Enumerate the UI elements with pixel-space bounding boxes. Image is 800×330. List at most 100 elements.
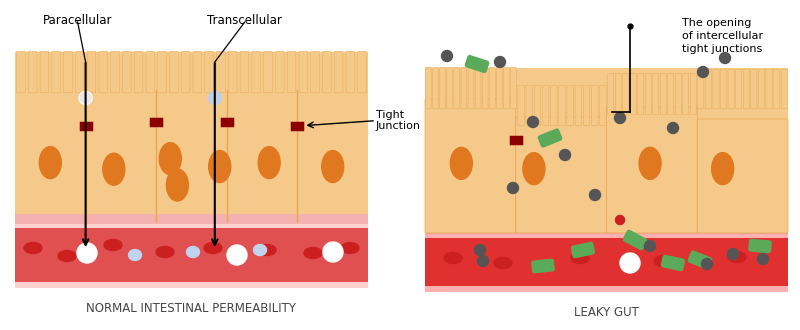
- Ellipse shape: [304, 248, 322, 258]
- FancyBboxPatch shape: [134, 51, 143, 93]
- FancyBboxPatch shape: [622, 230, 647, 250]
- FancyBboxPatch shape: [538, 128, 562, 148]
- FancyBboxPatch shape: [193, 51, 202, 93]
- Ellipse shape: [103, 153, 125, 185]
- Ellipse shape: [104, 240, 122, 250]
- Bar: [15, 222, 368, 288]
- Bar: [15, 282, 368, 288]
- Ellipse shape: [719, 52, 730, 63]
- FancyBboxPatch shape: [217, 51, 226, 93]
- FancyBboxPatch shape: [40, 51, 49, 93]
- Text: Transcellular: Transcellular: [207, 14, 282, 26]
- FancyBboxPatch shape: [630, 73, 636, 115]
- FancyBboxPatch shape: [205, 51, 214, 93]
- FancyBboxPatch shape: [17, 51, 26, 93]
- Bar: [425, 68, 788, 232]
- FancyBboxPatch shape: [606, 107, 698, 233]
- Text: Tight
Junction: Tight Junction: [376, 110, 421, 131]
- FancyBboxPatch shape: [454, 67, 460, 109]
- Bar: [15, 214, 368, 224]
- Bar: [425, 286, 788, 292]
- FancyBboxPatch shape: [465, 55, 490, 73]
- FancyBboxPatch shape: [550, 85, 557, 126]
- FancyBboxPatch shape: [299, 51, 308, 93]
- Ellipse shape: [258, 147, 280, 179]
- FancyBboxPatch shape: [615, 73, 622, 115]
- FancyBboxPatch shape: [468, 67, 474, 109]
- Bar: [425, 170, 788, 232]
- Ellipse shape: [204, 243, 222, 253]
- FancyBboxPatch shape: [575, 85, 582, 126]
- FancyBboxPatch shape: [653, 73, 659, 115]
- FancyBboxPatch shape: [28, 51, 37, 93]
- Ellipse shape: [159, 143, 182, 175]
- Text: NORMAL INTESTINAL PERMEABILITY: NORMAL INTESTINAL PERMEABILITY: [86, 302, 297, 314]
- FancyBboxPatch shape: [638, 73, 644, 115]
- Ellipse shape: [523, 153, 545, 185]
- FancyBboxPatch shape: [682, 73, 689, 115]
- FancyBboxPatch shape: [668, 73, 674, 115]
- FancyBboxPatch shape: [698, 119, 788, 233]
- FancyBboxPatch shape: [146, 51, 154, 93]
- Ellipse shape: [494, 257, 512, 269]
- FancyBboxPatch shape: [758, 69, 765, 109]
- FancyBboxPatch shape: [558, 85, 566, 126]
- Ellipse shape: [758, 253, 769, 265]
- FancyBboxPatch shape: [646, 73, 651, 115]
- Ellipse shape: [80, 92, 91, 104]
- FancyBboxPatch shape: [496, 67, 502, 109]
- FancyBboxPatch shape: [334, 51, 343, 93]
- FancyBboxPatch shape: [503, 67, 510, 109]
- Text: The opening
of intercellular
tight junctions: The opening of intercellular tight junct…: [682, 18, 763, 54]
- FancyBboxPatch shape: [182, 51, 190, 93]
- FancyBboxPatch shape: [743, 69, 750, 109]
- FancyBboxPatch shape: [721, 69, 726, 109]
- FancyBboxPatch shape: [264, 51, 272, 93]
- FancyBboxPatch shape: [482, 67, 488, 109]
- FancyBboxPatch shape: [583, 85, 590, 126]
- Ellipse shape: [639, 148, 661, 180]
- FancyBboxPatch shape: [425, 99, 516, 233]
- FancyBboxPatch shape: [110, 51, 119, 93]
- FancyBboxPatch shape: [322, 51, 331, 93]
- Ellipse shape: [667, 122, 678, 134]
- FancyBboxPatch shape: [675, 73, 682, 115]
- FancyBboxPatch shape: [571, 242, 595, 258]
- FancyBboxPatch shape: [228, 51, 237, 93]
- FancyBboxPatch shape: [516, 117, 606, 233]
- FancyBboxPatch shape: [240, 51, 249, 93]
- Ellipse shape: [571, 252, 589, 263]
- FancyBboxPatch shape: [99, 51, 107, 93]
- Text: Paracellular: Paracellular: [43, 14, 112, 26]
- FancyBboxPatch shape: [358, 51, 366, 93]
- FancyBboxPatch shape: [774, 69, 780, 109]
- Bar: [15, 52, 368, 222]
- FancyBboxPatch shape: [158, 51, 166, 93]
- Ellipse shape: [698, 67, 709, 78]
- Ellipse shape: [620, 253, 640, 273]
- FancyBboxPatch shape: [87, 51, 96, 93]
- FancyBboxPatch shape: [518, 85, 524, 126]
- FancyBboxPatch shape: [608, 73, 614, 115]
- Ellipse shape: [645, 241, 655, 251]
- Ellipse shape: [323, 242, 343, 262]
- FancyBboxPatch shape: [748, 239, 772, 253]
- FancyBboxPatch shape: [433, 67, 438, 109]
- FancyBboxPatch shape: [447, 67, 453, 109]
- Bar: [425, 224, 788, 234]
- Ellipse shape: [227, 245, 247, 265]
- FancyBboxPatch shape: [531, 259, 555, 274]
- Ellipse shape: [615, 215, 625, 224]
- Ellipse shape: [254, 245, 266, 255]
- FancyBboxPatch shape: [728, 69, 734, 109]
- FancyBboxPatch shape: [660, 73, 666, 115]
- FancyBboxPatch shape: [567, 85, 574, 126]
- FancyBboxPatch shape: [526, 85, 533, 126]
- FancyBboxPatch shape: [736, 69, 742, 109]
- Ellipse shape: [39, 147, 62, 179]
- Ellipse shape: [614, 113, 626, 123]
- FancyBboxPatch shape: [64, 51, 72, 93]
- FancyBboxPatch shape: [426, 67, 431, 109]
- FancyBboxPatch shape: [475, 67, 481, 109]
- FancyBboxPatch shape: [510, 67, 516, 109]
